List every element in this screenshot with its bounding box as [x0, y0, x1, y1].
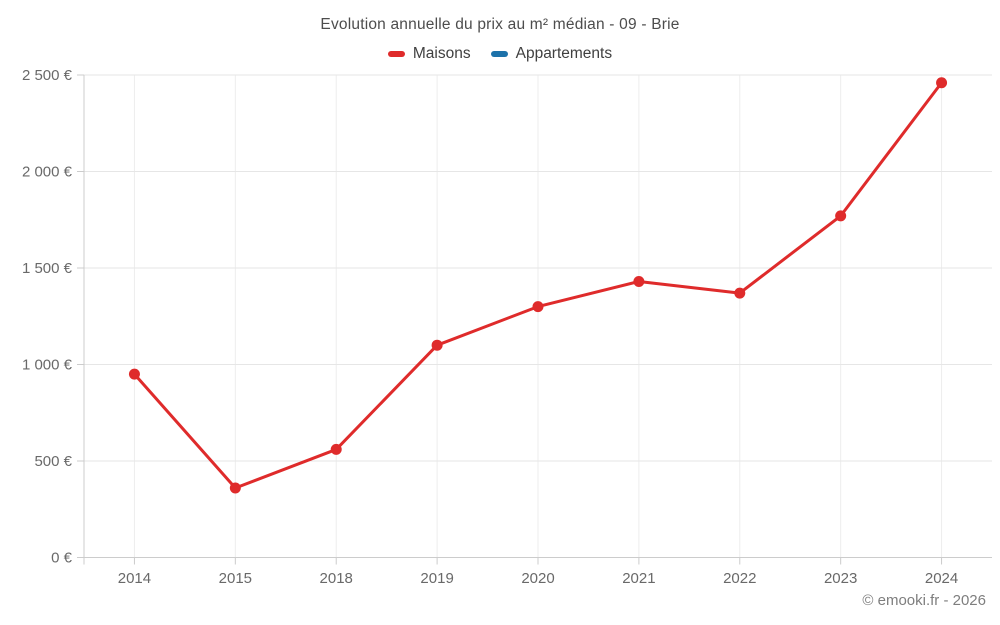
y-axis-label: 1 000 €	[22, 357, 73, 374]
legend-swatch-icon	[387, 51, 405, 57]
data-point-2024[interactable]	[936, 77, 948, 89]
y-axis-label: 1 500 €	[22, 260, 73, 277]
x-axis-label: 2019	[420, 570, 453, 587]
legend-swatch-icon	[490, 51, 508, 57]
chart-title: Evolution annuelle du prix au m² médian …	[320, 16, 680, 33]
x-axis-label: 2015	[219, 570, 252, 587]
legend-label: Maisons	[412, 45, 471, 62]
data-point-2020[interactable]	[532, 301, 544, 313]
legend-item-maisons[interactable]: Maisons	[387, 45, 471, 63]
y-axis-label: 2 500 €	[22, 67, 73, 84]
data-point-2019[interactable]	[431, 339, 443, 351]
data-point-2023[interactable]	[835, 210, 847, 222]
data-point-2022[interactable]	[734, 287, 746, 299]
legend-item-appartements[interactable]: Appartements	[490, 45, 613, 63]
x-axis-label: 2022	[723, 570, 756, 587]
chart-legend: Maisons Appartements	[0, 45, 1000, 63]
y-axis-label: 2 000 €	[22, 164, 73, 181]
x-axis-label: 2014	[118, 570, 151, 587]
x-axis-label: 2018	[320, 570, 353, 587]
data-point-2014[interactable]	[128, 368, 140, 380]
x-axis-label: 2021	[622, 570, 655, 587]
data-point-2018[interactable]	[330, 443, 342, 455]
attribution-text: © emooki.fr - 2026	[862, 592, 986, 609]
y-axis-label: 0 €	[51, 550, 73, 567]
data-point-2015[interactable]	[229, 482, 241, 494]
legend-label: Appartements	[515, 45, 613, 62]
data-point-2021[interactable]	[633, 276, 645, 288]
x-axis-label: 2020	[521, 570, 554, 587]
x-axis-label: 2024	[925, 570, 958, 587]
x-axis-label: 2023	[824, 570, 857, 587]
y-axis-label: 500 €	[34, 453, 72, 470]
